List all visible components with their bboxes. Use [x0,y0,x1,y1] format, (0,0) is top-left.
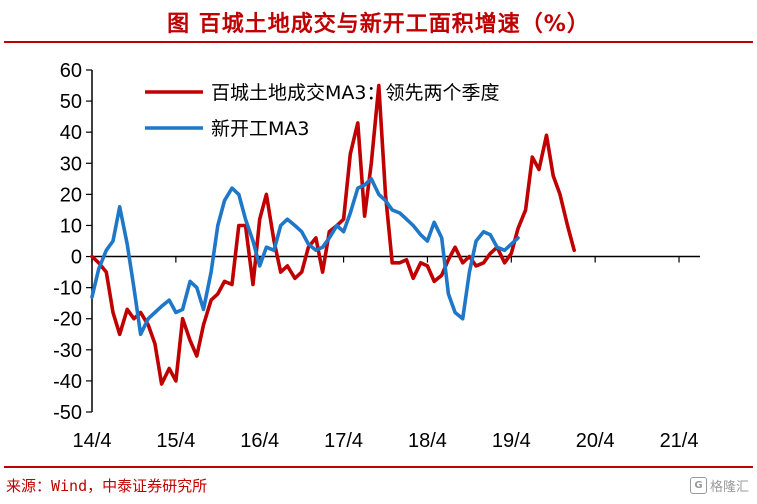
y-tick-label: -20 [53,309,82,331]
watermark-text: 格隆汇 [709,480,749,495]
y-tick-label: -40 [53,371,82,393]
x-tick-label: 14/4 [73,430,112,452]
title-bar: 图 百城土地成交与新开工面积增速（%） [0,0,757,44]
watermark-logo-icon: G [689,477,707,494]
legend-label-land-transactions: 百城土地成交MA3：领先两个季度 [211,82,499,104]
chart-title: 图 百城土地成交与新开工面积增速（%） [167,12,590,37]
title-divider [4,41,753,43]
chart-axes: 60 50 40 30 20 10 0 -10 -20 -30 -40 -50 14/4 15/4 16/4… [53,60,700,452]
y-tick-label: -50 [53,402,82,424]
x-tick-label: 21/4 [660,430,699,452]
y-tick-label: 30 [60,153,82,175]
x-tick-label: 16/4 [240,430,279,452]
x-tick-label: 19/4 [492,430,531,452]
y-tick-label: -30 [53,340,82,362]
y-tick-label: 20 [60,184,82,206]
footer-divider [4,466,753,468]
x-tick-label: 15/4 [156,430,195,452]
y-tick-label: -10 [53,278,82,300]
source-note: 来源：Wind，中泰证券研究所 [6,477,208,495]
y-tick-label: 50 [60,91,82,113]
y-tick-label: 40 [60,122,82,144]
y-tick-label: 60 [60,60,82,82]
series-layer [90,83,576,386]
y-tick-label: 0 [71,247,82,269]
watermark: G 格隆汇 [689,476,749,495]
legend-label-new-starts: 新开工MA3 [211,118,309,140]
x-tick-label: 20/4 [576,430,615,452]
y-tick-label: 10 [60,215,82,237]
x-tick-label: 17/4 [324,430,363,452]
x-tick-label: 18/4 [408,430,447,452]
series-line-new-starts [90,177,520,337]
